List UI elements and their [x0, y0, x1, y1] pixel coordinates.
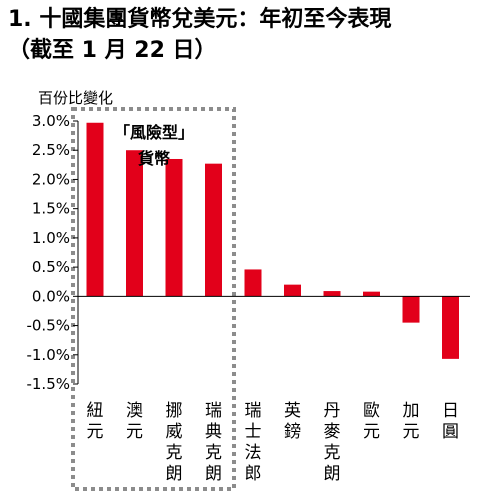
risk-currency-highlight-box	[71, 107, 236, 491]
bar-3	[165, 158, 183, 297]
y-axis-label: 百份比變化	[38, 89, 113, 107]
y-tick-label: 1.0%	[32, 229, 70, 247]
bar-1	[86, 122, 104, 297]
x-category-label: 歐元	[363, 401, 380, 442]
y-tick-label: 1.5%	[32, 200, 70, 218]
bar-2	[126, 150, 143, 297]
x-category-label: 英鎊	[284, 401, 301, 442]
y-tick-label: 0.5%	[32, 258, 70, 276]
x-category-label: 瑞士法郎	[245, 401, 262, 484]
y-tick-label: -1.0%	[26, 346, 70, 364]
risk-currency-annotation-line-1: 「風險型」	[114, 123, 194, 142]
title-line-2: （截至 1 月 22 日）	[8, 38, 217, 63]
risk-currency-annotation-line-2: 貨幣	[138, 149, 170, 168]
bar-5	[244, 269, 262, 297]
y-tick-label: 3.0%	[32, 112, 70, 130]
y-tick-label: 2.5%	[32, 141, 70, 159]
bar-6	[284, 284, 301, 297]
x-category-label: 日圓	[442, 401, 459, 442]
bar-8	[363, 291, 380, 297]
x-category-label: 瑞典克朗	[205, 401, 222, 484]
x-category-label: 紐元	[87, 401, 104, 442]
y-tick-label: -1.5%	[26, 375, 70, 393]
bar-10	[442, 296, 459, 359]
x-category-label: 挪威克朗	[166, 401, 183, 484]
y-tick-label: 2.0%	[32, 170, 70, 188]
y-tick-label: -0.5%	[26, 317, 70, 335]
bar-9	[402, 296, 420, 323]
bar-4	[205, 163, 222, 297]
bar-7	[323, 291, 341, 297]
x-category-label: 澳元	[126, 401, 143, 442]
title-line-1: 1. 十國集團貨幣兌美元：年初至今表現	[8, 7, 392, 32]
x-category-label: 丹麥克朗	[324, 401, 341, 484]
chart-title: 1. 十國集團貨幣兌美元：年初至今表現 （截至 1 月 22 日）	[8, 4, 478, 66]
y-tick-label: 0.0%	[32, 287, 70, 305]
x-category-label: 加元	[403, 401, 420, 442]
